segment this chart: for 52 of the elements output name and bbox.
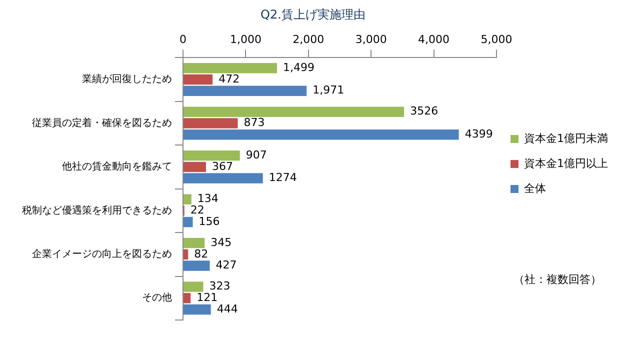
data-label: 1,499 [282, 60, 314, 74]
bar [184, 118, 238, 128]
bar [184, 194, 192, 204]
bar [184, 216, 193, 228]
data-label: 427 [216, 258, 237, 272]
legend-label: 資本金1億円以上 [524, 156, 608, 170]
data-label: 82 [194, 247, 208, 260]
bar [184, 282, 204, 292]
bar [184, 304, 211, 315]
data-label: 345 [210, 236, 232, 249]
bar [184, 293, 191, 304]
bar [184, 62, 277, 74]
y-tick-label: 企業イメージの向上を図るため [32, 248, 172, 260]
y-tick-label: 従業員の定着・確保を図るため [32, 116, 172, 129]
chart-title: Q2.賃上げ実施理由 [260, 7, 366, 22]
bar [184, 129, 459, 140]
data-label: 1,971 [312, 84, 344, 97]
data-label: 22 [190, 204, 204, 217]
y-tick-label: 他社の賃金動向を鑑みて [62, 160, 172, 173]
y-tick-label: 業績が回復したため [82, 73, 172, 86]
bar [184, 173, 263, 184]
y-tick-label: 税制など優遇策を利用できるため [22, 204, 172, 216]
x-tick-label: 2,000 [292, 32, 324, 46]
bar [184, 150, 240, 161]
data-label: 472 [218, 72, 240, 86]
bar [184, 106, 404, 117]
data-label: 121 [196, 290, 218, 304]
x-tick-label: 0 [180, 32, 186, 46]
data-label: 4399 [464, 127, 493, 140]
data-label: 156 [198, 214, 220, 228]
data-label: 873 [244, 116, 265, 130]
legend-label: 全体 [524, 182, 546, 195]
data-label: 1274 [268, 171, 297, 184]
x-tick-label: 1,000 [230, 32, 262, 46]
data-label: 907 [246, 148, 267, 162]
data-label: 134 [197, 192, 218, 206]
y-tick-label: その他 [142, 292, 172, 304]
bar [184, 86, 307, 96]
data-label: 367 [212, 160, 234, 173]
x-tick-label: 4,000 [418, 32, 450, 46]
data-label: 323 [209, 280, 230, 293]
data-label: 444 [216, 302, 238, 316]
legend-label: 資本金1億円未満 [524, 132, 608, 145]
x-tick-label: 3,000 [355, 32, 387, 46]
text: （社：複数回答） [513, 272, 602, 286]
data-label: 3526 [410, 104, 438, 118]
bar [184, 162, 206, 172]
bar [184, 249, 188, 260]
x-tick-label: 5,000 [480, 32, 512, 46]
bar [184, 260, 210, 271]
bar [184, 74, 213, 85]
bar [184, 238, 205, 248]
